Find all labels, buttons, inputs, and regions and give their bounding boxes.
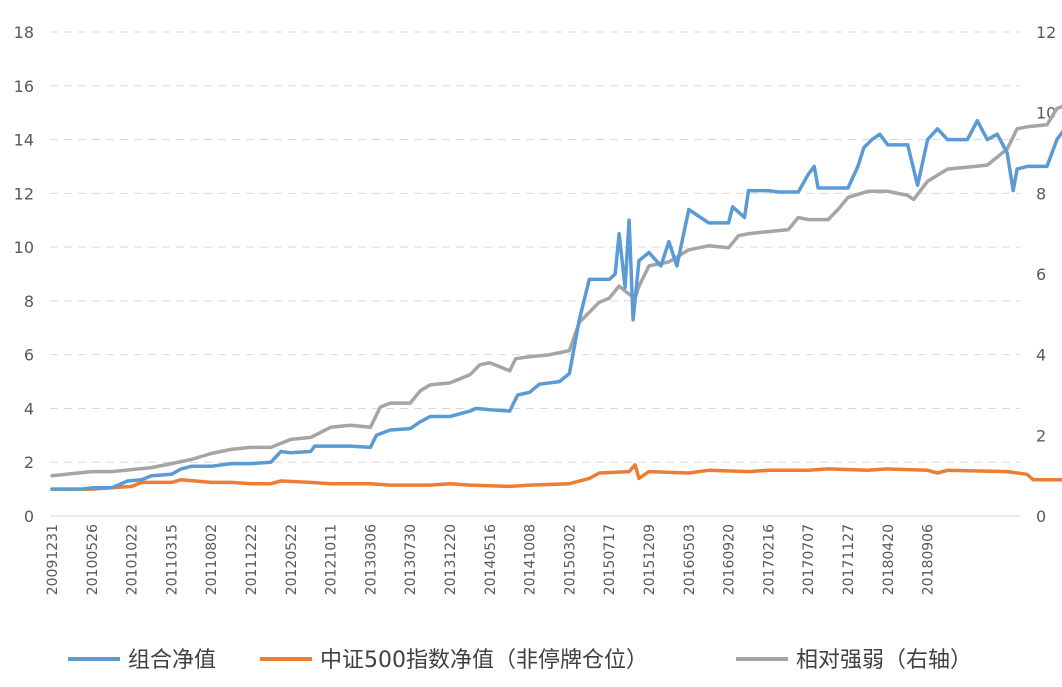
- series-line-2: [50, 104, 1062, 478]
- x-tick-label: 20121011: [324, 524, 340, 595]
- x-tick-label: 20101022: [125, 524, 141, 595]
- x-tick-label: 20140516: [483, 524, 499, 595]
- legend-label: 组合净值: [128, 648, 216, 673]
- x-tick-label: 20171127: [841, 524, 857, 595]
- y-tick-label-right: 12: [1036, 23, 1056, 42]
- x-tick-label: 20150717: [602, 524, 618, 595]
- x-tick-label: 20130730: [403, 524, 419, 595]
- gridlines: [50, 31, 1020, 517]
- x-tick-label: 20110802: [204, 524, 220, 595]
- x-tick-label: 20160920: [722, 524, 738, 595]
- y-tick-label-right: 6: [1036, 265, 1046, 284]
- y-tick-label-left: 12: [14, 184, 34, 203]
- y-tick-label-left: 8: [24, 292, 34, 311]
- series-lines: [50, 104, 1062, 491]
- x-tick-label: 20180420: [881, 524, 897, 595]
- y-tick-label-right: 4: [1036, 346, 1046, 365]
- x-tick-label: 20111222: [244, 524, 260, 595]
- y-tick-label-left: 16: [14, 77, 34, 96]
- y-tick-label-left: 0: [24, 507, 34, 526]
- y-tick-label-right: 0: [1036, 507, 1046, 526]
- y-tick-label-left: 4: [24, 399, 34, 418]
- y-axis-left: 0 2 4 6 8 10 12 14 16 18: [14, 23, 34, 526]
- y-tick-label-left: 14: [14, 131, 34, 150]
- x-tick-label: 20130306: [363, 524, 379, 595]
- x-tick-label: 20100526: [85, 524, 101, 595]
- y-tick-label-left: 6: [24, 346, 34, 365]
- x-tick-label: 20120522: [284, 524, 300, 595]
- x-axis: 20091231 20100526 20101022 20110315 20110802…: [45, 524, 937, 595]
- y-tick-label-left: 10: [14, 238, 34, 257]
- x-tick-label: 20091231: [45, 524, 61, 595]
- x-tick-label: 20110315: [164, 524, 180, 595]
- series-line-0: [50, 118, 1062, 491]
- x-tick-label: 20160503: [682, 524, 698, 595]
- series-line-1: [50, 463, 1062, 491]
- x-tick-label: 20170216: [761, 524, 777, 595]
- y-tick-label-left: 18: [14, 23, 34, 42]
- x-tick-label: 20131220: [443, 524, 459, 595]
- y-tick-label-right: 8: [1036, 184, 1046, 203]
- legend: 组合净值 中证500指数净值（非停牌仓位） 相对强弱（右轴）: [68, 648, 972, 673]
- legend-label: 相对强弱（右轴）: [796, 648, 972, 673]
- y-tick-label-left: 2: [24, 453, 34, 472]
- legend-label: 中证500指数净值（非停牌仓位）: [320, 648, 648, 673]
- x-tick-label: 20180906: [921, 524, 937, 595]
- x-tick-label: 20170707: [801, 524, 817, 595]
- x-tick-label: 20150302: [562, 524, 578, 595]
- x-tick-label: 20141008: [523, 524, 539, 595]
- y-tick-label-right: 2: [1036, 426, 1046, 445]
- x-tick-label: 20151209: [642, 524, 658, 595]
